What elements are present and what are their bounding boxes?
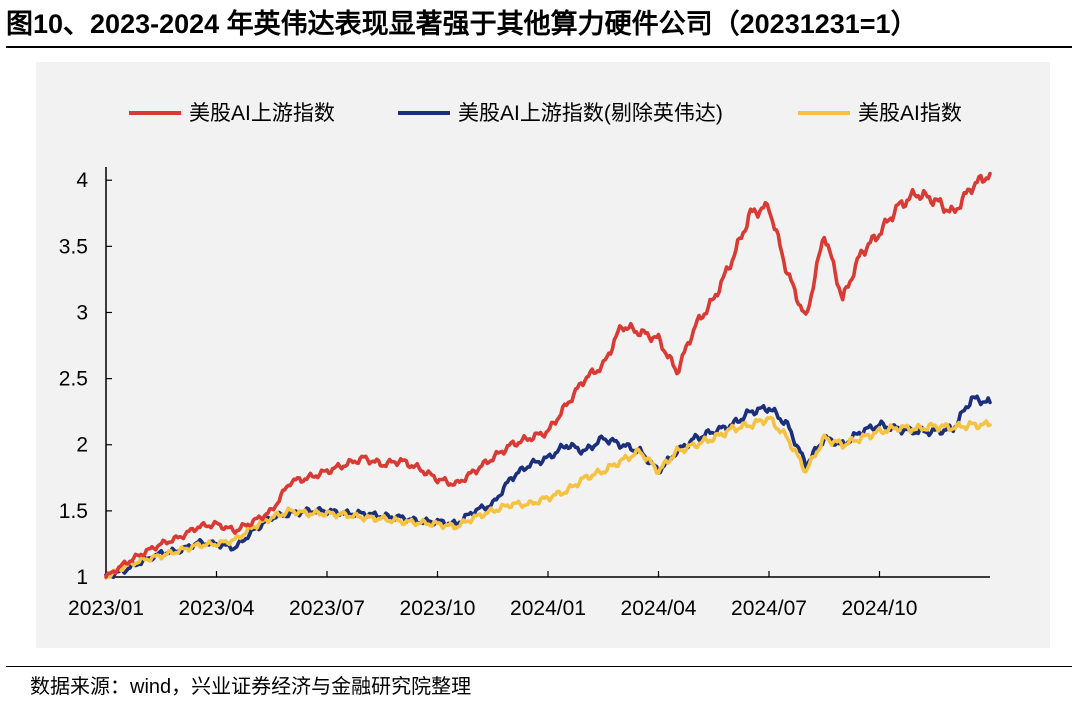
series-layer xyxy=(104,171,992,580)
x-tick-label: 2023/10 xyxy=(400,597,476,620)
x-tick-label: 2024/07 xyxy=(731,597,807,620)
title-rule xyxy=(6,46,1072,48)
legend-label-2: 美股AI上游指数(剔除英伟达) xyxy=(458,102,723,125)
y-tick-label: 4 xyxy=(76,169,88,192)
y-tick-label: 2.5 xyxy=(59,368,88,391)
y-axis: 1 1.5 2 2.5 3 3.5 4 xyxy=(59,167,112,589)
source-rule xyxy=(6,666,1072,667)
x-tick-label: 2024/04 xyxy=(621,597,697,620)
x-tick-label: 2023/04 xyxy=(179,597,255,620)
y-tick-label: 3.5 xyxy=(59,235,88,258)
legend: 美股AI上游指数 美股AI上游指数(剔除英伟达) 美股AI指数 xyxy=(129,102,962,125)
legend-label-1: 美股AI上游指数 xyxy=(189,102,335,125)
x-tick-label: 2024/01 xyxy=(510,597,586,620)
legend-label-3: 美股AI指数 xyxy=(858,102,962,125)
series-line-1 xyxy=(104,171,992,579)
y-tick-label: 3 xyxy=(76,301,88,324)
y-tick-label: 1 xyxy=(76,566,88,589)
y-tick-label: 2 xyxy=(76,434,88,457)
x-tick-label: 2023/07 xyxy=(289,597,365,620)
figure-title: 图10、2023-2024 年英伟达表现显著强于其他算力硬件公司（2023123… xyxy=(6,9,918,39)
source-note: 数据来源：wind，兴业证券经济与金融研究院整理 xyxy=(30,676,472,698)
plot-area-background xyxy=(36,62,1050,648)
series-line-2 xyxy=(104,394,992,580)
x-tick-label: 2024/10 xyxy=(842,597,918,620)
x-axis: 2023/01 2023/04 2023/07 2023/10 2024/01 2024/… xyxy=(68,571,990,620)
y-tick-label: 1.5 xyxy=(59,500,88,523)
series-line-3 xyxy=(104,415,992,580)
x-tick-label: 2023/01 xyxy=(68,597,144,620)
